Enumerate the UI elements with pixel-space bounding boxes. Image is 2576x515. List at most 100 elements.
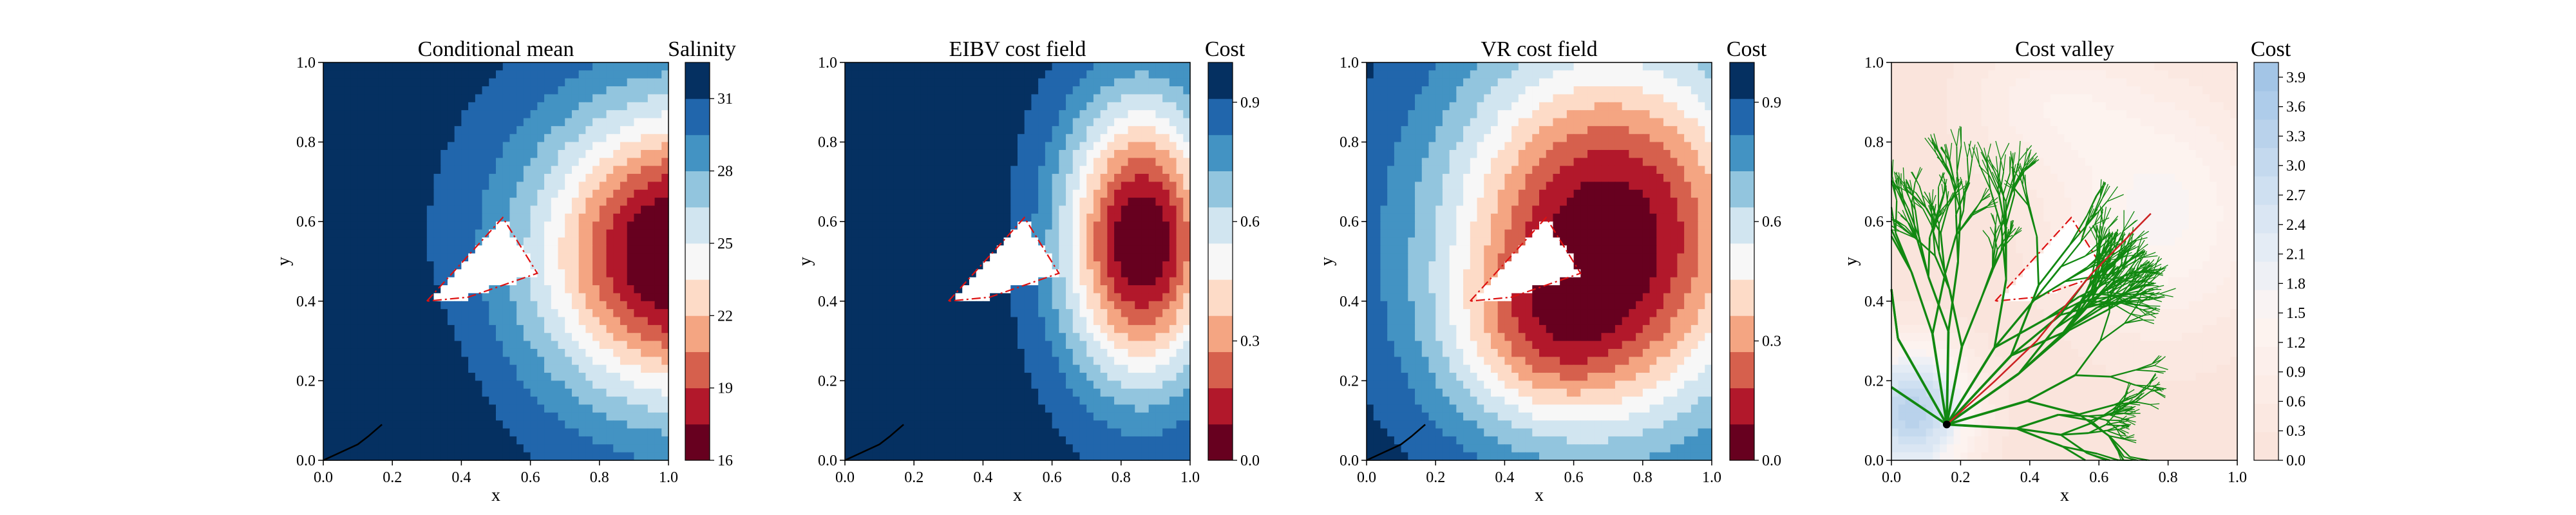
- heatmap-cell: [1045, 158, 1053, 167]
- heatmap-cell: [551, 309, 559, 318]
- heatmap-cell: [990, 245, 998, 254]
- heatmap-cell: [496, 86, 504, 95]
- heatmap-cell: [1148, 261, 1156, 270]
- heatmap-cell: [509, 110, 517, 119]
- heatmap-cell: [962, 229, 970, 238]
- heatmap-cell: [344, 436, 352, 445]
- heatmap-cell: [900, 357, 908, 366]
- heatmap-cell: [661, 444, 669, 453]
- heatmap-cell: [1114, 158, 1122, 167]
- heatmap-cell: [914, 142, 922, 151]
- heatmap-cell: [1066, 364, 1074, 373]
- heatmap-cell: [385, 428, 393, 437]
- heatmap-cell: [1079, 229, 1087, 238]
- heatmap-cell: [475, 118, 483, 127]
- heatmap-cell: [1079, 198, 1087, 207]
- heatmap-cell: [627, 142, 634, 151]
- heatmap-cell: [1003, 373, 1011, 381]
- heatmap-cell: [948, 182, 956, 191]
- heatmap-cell: [565, 198, 573, 207]
- heatmap-cell: [948, 301, 956, 310]
- heatmap-cell: [900, 126, 908, 135]
- heatmap-cell: [955, 126, 963, 135]
- heatmap-cell: [634, 412, 641, 421]
- heatmap-cell: [558, 86, 565, 95]
- heatmap-cell: [523, 118, 531, 127]
- heatmap-cell: [866, 357, 873, 366]
- heatmap-cell: [454, 134, 462, 143]
- heatmap-cell: [1183, 221, 1191, 230]
- heatmap-cell: [592, 397, 600, 406]
- heatmap-cell: [565, 452, 573, 461]
- heatmap-cell: [1135, 285, 1142, 294]
- heatmap-cell: [406, 333, 413, 342]
- heatmap-cell: [475, 205, 483, 214]
- heatmap-cell: [969, 333, 977, 342]
- heatmap-cell: [907, 428, 914, 437]
- heatmap-cell: [426, 341, 435, 350]
- heatmap-cell: [350, 373, 359, 381]
- heatmap-cell: [1162, 198, 1170, 207]
- heatmap-cell: [654, 110, 662, 119]
- heatmap-cell: [447, 245, 455, 254]
- heatmap-cell: [654, 237, 662, 246]
- heatmap-cell: [866, 174, 873, 182]
- heatmap-cell: [641, 348, 649, 357]
- heatmap-cell: [468, 110, 476, 119]
- heatmap-cell: [927, 388, 935, 397]
- heatmap-cell: [900, 229, 908, 238]
- heatmap-cell: [571, 198, 580, 207]
- heatmap-cell: [654, 102, 662, 111]
- heatmap-cell: [385, 174, 393, 182]
- heatmap-cell: [613, 317, 621, 326]
- heatmap-cell: [426, 444, 435, 453]
- heatmap-cell: [969, 253, 977, 262]
- heatmap-cell: [378, 397, 386, 406]
- heatmap-cell: [426, 285, 435, 294]
- heatmap-cell: [1066, 205, 1074, 214]
- heatmap-cell: [592, 78, 600, 87]
- heatmap-cell: [496, 189, 504, 198]
- heatmap-cell: [1121, 420, 1129, 429]
- heatmap-cell: [858, 110, 866, 119]
- heatmap-cell: [879, 301, 887, 310]
- heatmap-cell: [948, 149, 956, 158]
- heatmap-cell: [558, 78, 565, 87]
- heatmap-cell: [565, 205, 573, 214]
- heatmap-cell: [1086, 269, 1094, 278]
- heatmap-cell: [647, 174, 656, 182]
- heatmap-cell: [344, 364, 352, 373]
- heatmap-cell: [1086, 229, 1094, 238]
- heatmap-cell: [942, 237, 949, 246]
- heatmap-cell: [1003, 86, 1011, 95]
- heatmap-cell: [1100, 205, 1108, 214]
- heatmap-cell: [1072, 380, 1081, 389]
- heatmap-cell: [1024, 118, 1032, 127]
- heatmap-cell: [489, 229, 497, 238]
- heatmap-cell: [1059, 205, 1066, 214]
- heatmap-cell: [489, 126, 497, 135]
- heatmap-cell: [634, 373, 641, 381]
- heatmap-cell: [1024, 285, 1032, 294]
- heatmap-cell: [1079, 324, 1087, 333]
- heatmap-cell: [337, 420, 345, 429]
- heatmap-cell: [1141, 126, 1150, 135]
- heatmap-cell: [454, 341, 462, 350]
- heatmap-cell: [1031, 229, 1039, 238]
- heatmap-cell: [454, 205, 462, 214]
- heatmap-cell: [330, 126, 338, 135]
- heatmap-cell: [1045, 324, 1053, 333]
- heatmap-cell: [468, 134, 476, 143]
- heatmap-cell: [420, 158, 428, 167]
- heatmap-cell: [1018, 229, 1025, 238]
- heatmap-cell: [969, 380, 977, 389]
- heatmap-cell: [1093, 213, 1101, 222]
- heatmap-cell: [1086, 142, 1094, 151]
- heatmap-cell: [969, 261, 977, 270]
- heatmap-cell: [1114, 70, 1122, 79]
- heatmap-cell: [1010, 269, 1018, 278]
- heatmap-cell: [920, 221, 929, 230]
- heatmap-cell: [433, 213, 441, 222]
- heatmap-cell: [976, 333, 983, 342]
- heatmap-cell: [996, 70, 1005, 79]
